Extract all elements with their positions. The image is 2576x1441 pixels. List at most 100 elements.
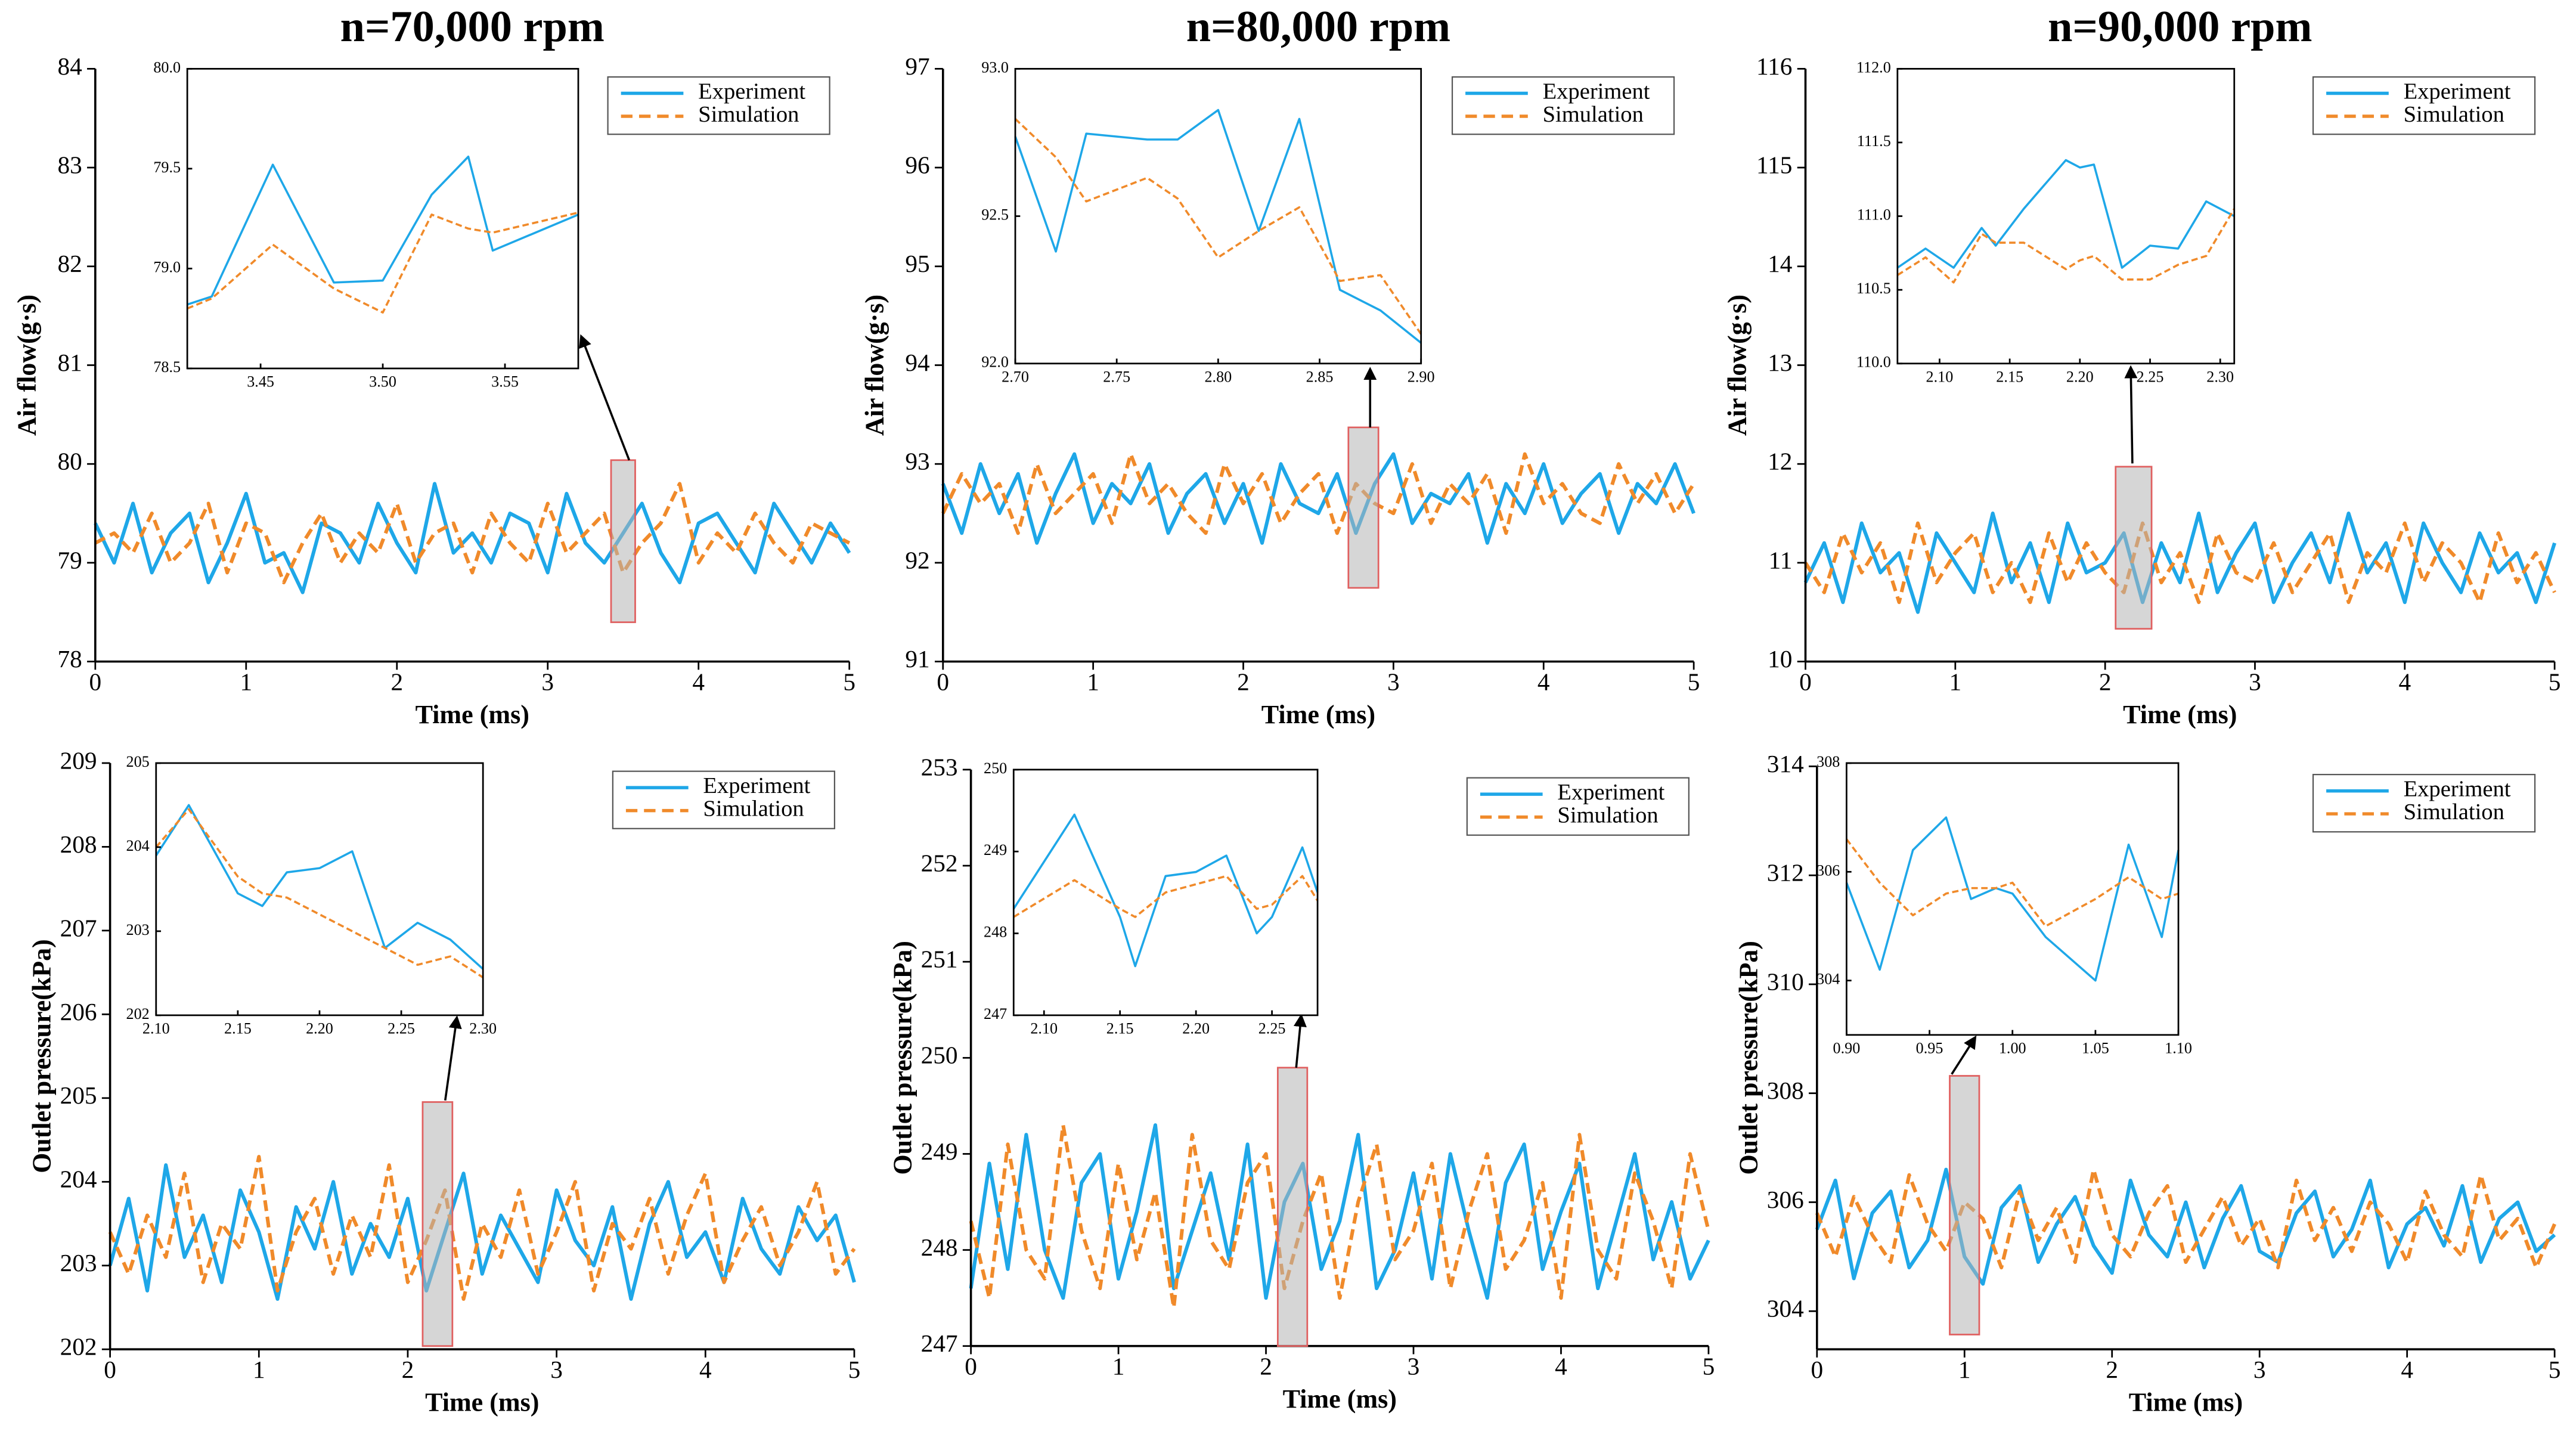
zoom-arrow [579,334,631,461]
zoom-arrow [1293,1014,1307,1068]
inset-background [1897,69,2234,364]
y-tick-label: 111.5 [1857,132,1891,150]
y-tick-label: 78 [57,645,82,673]
y-tick-label: 204 [60,1166,97,1193]
y-tick-label: 308 [1767,1077,1804,1104]
legend-label: Experiment [698,79,805,104]
y-tick-label: 247 [984,1005,1007,1022]
y-tick-label: 251 [921,946,958,973]
legend-label: Simulation [2404,799,2504,825]
y-axis-label: Outlet pressure(kPa) [888,941,917,1175]
x-tick-label: 3 [1387,668,1400,696]
series-line [108,1155,856,1301]
column-title: n=70,000 rpm [340,2,605,51]
zoom-region [1276,1067,1309,1347]
x-tick-label: 2.90 [1408,368,1435,385]
x-tick-label: 1 [240,668,252,696]
x-tick-label: 1 [1112,1353,1125,1380]
x-tick-label: 0.95 [1916,1040,1943,1057]
x-tick-label: 0 [104,1356,116,1383]
y-tick-label: 209 [60,746,97,774]
y-tick-label: 250 [984,760,1007,777]
column-title: n=90,000 rpm [2048,2,2312,51]
inset-chart: 247 248 249 250 2.10 2.15 2.20 2.25 [984,760,1319,1037]
series-line [941,452,1695,535]
x-axis-label: Time (ms) [416,700,529,729]
y-tick-label: 78.5 [153,358,181,376]
x-tick-label: 3.45 [247,373,274,391]
series-line [1803,521,2556,605]
y-tick-label: 306 [1816,861,1840,879]
x-tick-label: 5 [843,668,855,696]
x-tick-label: 2.15 [1106,1020,1134,1037]
x-tick-label: 0 [1799,668,1812,696]
y-tick-label: 202 [60,1333,97,1361]
x-tick-label: 2.20 [2066,368,2094,385]
column-title: n=80,000 rpm [1186,2,1450,51]
y-tick-label: 94 [905,349,929,376]
series-line [1815,1167,2556,1270]
y-tick-label: 95 [905,250,929,277]
y-tick-label: 253 [921,753,958,780]
x-tick-label: 5 [2549,1356,2561,1383]
chart: 247 248 249 250 251 252 253 0 1 2 3 4 5 Time (ms) Outl… [888,753,1715,1414]
inset-background [187,69,579,368]
x-tick-label: 3 [541,668,554,696]
x-axis-label: Time (ms) [2129,1388,2243,1417]
y-tick-label: 304 [1767,1295,1804,1322]
x-tick-label: 3 [2249,668,2261,696]
legend-label: Experiment [1543,79,1650,104]
x-tick-label: 2 [2099,668,2112,696]
x-axis-label: Time (ms) [2123,700,2237,729]
legend-label: Simulation [1557,802,1658,828]
y-tick-label: 111.0 [1857,206,1891,224]
x-tick-label: 4 [692,668,705,696]
series-line [969,1123,1710,1310]
x-tick-label: 2.25 [388,1020,415,1037]
x-axis-label: Time (ms) [425,1388,539,1417]
y-tick-label: 207 [60,914,97,941]
y-tick-label: 202 [126,1005,150,1022]
zoom-region [1347,426,1380,589]
y-tick-label: 115 [1756,151,1792,179]
legend-label: Simulation [1543,102,1644,127]
y-tick-label: 112.0 [1856,58,1891,76]
x-tick-label: 2 [390,668,403,696]
x-tick-label: 0 [1811,1356,1823,1383]
y-tick-label: 252 [921,850,958,877]
inset-background [156,763,483,1015]
zoom-region [1949,1075,1980,1335]
y-tick-label: 206 [60,998,97,1025]
x-tick-label: 0.90 [1833,1040,1861,1057]
legend-box [607,76,830,135]
y-tick-label: 79 [57,546,82,574]
inset-chart: 78.5 79.0 79.5 80.0 3.45 3.50 3.55 [153,58,579,391]
chart: 78 79 80 81 82 83 84 0 1 2 3 4 5 n=70,000 rpm Time (ms… [13,2,855,729]
y-tick-label: 304 [1816,971,1840,988]
inset-chart: 304 306 308 0.90 0.95 1.00 1.05 1.10 [1816,753,2192,1057]
x-tick-label: 2.10 [1030,1020,1058,1037]
inset-frame [1012,768,1319,1017]
y-tick-label: 248 [921,1234,958,1261]
x-tick-label: 2 [1260,1353,1272,1380]
zoom-arrow [444,1015,462,1101]
y-tick-label: 10 [1768,645,1792,673]
legend-label: Experiment [2404,79,2511,104]
y-tick-label: 13 [1768,349,1792,376]
inset-background [1846,763,2179,1035]
x-tick-label: 2.70 [1002,368,1029,385]
y-tick-label: 248 [984,924,1007,941]
legend-box [2312,76,2536,135]
y-tick-label: 205 [126,753,150,770]
y-tick-label: 204 [126,837,150,854]
legend-label: Simulation [698,102,799,127]
legend-label: Experiment [2404,776,2511,801]
y-tick-label: 306 [1767,1186,1804,1213]
x-tick-label: 2.25 [1258,1020,1286,1037]
x-tick-label: 0 [89,668,102,696]
x-tick-label: 5 [848,1356,861,1383]
y-tick-label: 110.0 [1856,354,1891,371]
series-line [1013,875,1319,918]
x-tick-label: 2.20 [306,1020,333,1037]
